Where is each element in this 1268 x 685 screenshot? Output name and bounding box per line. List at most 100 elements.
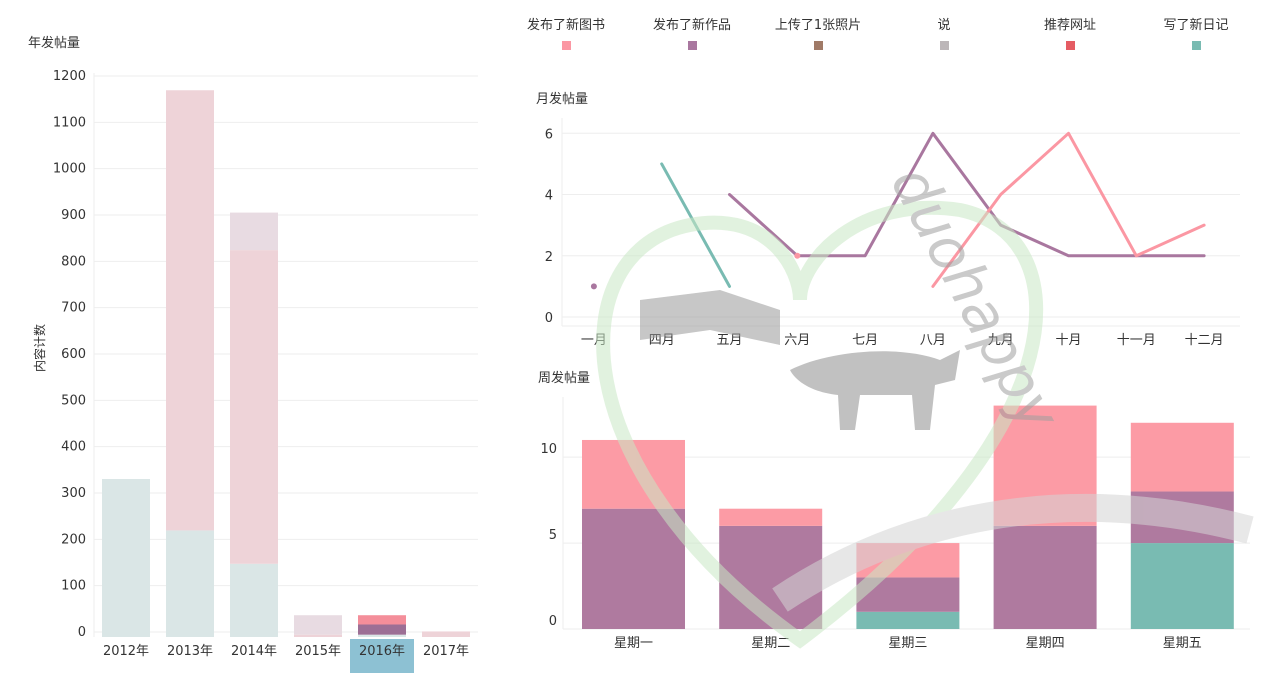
legend-item-new-book[interactable]: 发布了新图书	[501, 14, 631, 54]
weekly-y-ticks: 0 5 10	[540, 442, 557, 629]
series-line	[931, 131, 1206, 288]
line-point	[794, 252, 801, 259]
y-tick-label: 800	[61, 254, 86, 269]
y-tick-label: 2	[545, 250, 553, 265]
x-tick-label: 十一月	[1117, 333, 1156, 348]
selected-category-highlight	[350, 639, 414, 673]
yearly-y-ticks: 0 100 200 300 400 500 600 700 800 900 1000 1100 1200	[53, 69, 86, 640]
x-tick-label: 星期三	[888, 636, 927, 651]
legend-item-diary[interactable]: 写了新日记	[1131, 14, 1261, 54]
x-tick-label: 2015年	[295, 644, 341, 659]
legend-label: 推荐网址	[1043, 18, 1096, 33]
yearly-y-axis-label: 内容计数	[32, 324, 47, 372]
legend-label: 说	[937, 18, 951, 33]
x-tick-label: 2017年	[423, 644, 469, 659]
legend-swatch	[1065, 41, 1075, 50]
bar-segment	[358, 615, 406, 625]
x-tick-label: 2016年	[359, 644, 405, 659]
x-tick-label: 2013年	[167, 644, 213, 659]
legend-item-url[interactable]: 推荐网址	[1005, 14, 1135, 54]
y-tick-label: 900	[61, 208, 86, 223]
x-tick-label: 八月	[920, 333, 946, 348]
legend-swatch	[1191, 41, 1201, 50]
y-tick-label: 400	[61, 440, 86, 455]
x-tick-label: 2012年	[103, 644, 149, 659]
bar-segment	[856, 611, 960, 629]
legend-swatch	[687, 41, 697, 50]
y-tick-label: 0	[545, 311, 553, 326]
y-tick-label: 200	[61, 532, 86, 547]
y-tick-label: 600	[61, 347, 86, 362]
x-tick-label: 十月	[1055, 333, 1081, 348]
watermark-text: duohappy	[878, 155, 1074, 443]
x-tick-label: 十二月	[1185, 333, 1224, 348]
monthly-x-ticks: 一月 四月 五月 六月 七月 八月 九月 十月 十一月 十二月	[581, 333, 1224, 348]
y-tick-label: 6	[545, 127, 553, 142]
weekly-x-ticks: 星期一 星期二 星期三 星期四 星期五	[614, 636, 1202, 651]
bar-segment	[358, 634, 406, 637]
books-icon	[640, 290, 780, 345]
bar-segment	[166, 90, 214, 531]
y-tick-label: 10	[540, 442, 557, 457]
y-tick-label: 700	[61, 301, 86, 316]
bar-segment	[230, 212, 278, 251]
x-tick-label: 2014年	[231, 644, 277, 659]
bar-segment	[102, 479, 150, 637]
series-line	[728, 131, 1206, 258]
bar-segment	[294, 634, 342, 637]
y-tick-label: 0	[78, 625, 86, 640]
legend-label: 上传了1张照片	[774, 18, 862, 33]
x-tick-label: 七月	[852, 333, 878, 348]
x-tick-label: 星期二	[751, 636, 790, 651]
bar-segment	[230, 250, 278, 564]
yearly-posts-chart: 年发帖量 内容计数 0 100 200 300 400 500 600 700 800 900 10…	[28, 35, 478, 673]
yearly-chart-title: 年发帖量	[28, 35, 80, 51]
y-tick-label: 0	[549, 614, 557, 629]
x-tick-label: 星期四	[1026, 636, 1065, 651]
x-tick-label: 星期五	[1163, 636, 1202, 651]
y-tick-label: 5	[549, 528, 557, 543]
yearly-gridlines	[93, 73, 478, 637]
y-tick-label: 300	[61, 486, 86, 501]
y-tick-label: 100	[61, 579, 86, 594]
legend-swatch	[561, 41, 571, 50]
legend-label: 发布了新图书	[526, 18, 605, 33]
bar-segment	[719, 508, 823, 526]
yearly-bars	[102, 90, 470, 637]
yearly-x-ticks: 2012年 2013年 2014年 2015年 2016年 2017年	[103, 644, 469, 659]
legend-swatch	[939, 41, 949, 50]
monthly-chart-title: 月发帖量	[536, 91, 588, 107]
y-tick-label: 4	[545, 189, 553, 204]
y-tick-label: 1000	[53, 162, 86, 177]
legend-swatch	[813, 41, 823, 50]
legend-item-new-work[interactable]: 发布了新作品	[627, 14, 757, 54]
x-tick-label: 九月	[988, 333, 1014, 348]
legend-item-photo[interactable]: 上传了1张照片	[753, 14, 883, 54]
bar-segment	[422, 631, 470, 637]
bar-segment	[294, 615, 342, 635]
leaf-swoosh-icon	[772, 493, 1254, 612]
x-tick-label: 五月	[716, 333, 742, 348]
legend-label: 写了新日记	[1163, 18, 1229, 33]
x-tick-label: 六月	[784, 333, 810, 348]
chart-legend: 发布了新图书 发布了新作品 上传了1张照片 说 推荐网址 写了新日记	[515, 14, 1255, 54]
bar-segment	[230, 563, 278, 637]
heart-outline-icon	[596, 200, 1044, 649]
line-point	[590, 283, 597, 290]
bar-segment	[582, 508, 685, 629]
y-tick-label: 1100	[53, 115, 86, 130]
bar-segment	[993, 525, 1097, 629]
bar-segment	[1130, 422, 1234, 492]
legend-item-say[interactable]: 说	[879, 14, 1009, 54]
bar-segment	[358, 624, 406, 635]
x-tick-label: 星期一	[614, 636, 653, 651]
monthly-y-ticks: 0 2 4 6	[545, 127, 553, 326]
ox-icon	[790, 350, 960, 430]
legend-label: 发布了新作品	[652, 18, 731, 33]
weekly-chart-title: 周发帖量	[538, 370, 590, 386]
bar-segment	[1130, 543, 1234, 629]
bar-segment	[166, 530, 214, 637]
y-tick-label: 500	[61, 393, 86, 408]
